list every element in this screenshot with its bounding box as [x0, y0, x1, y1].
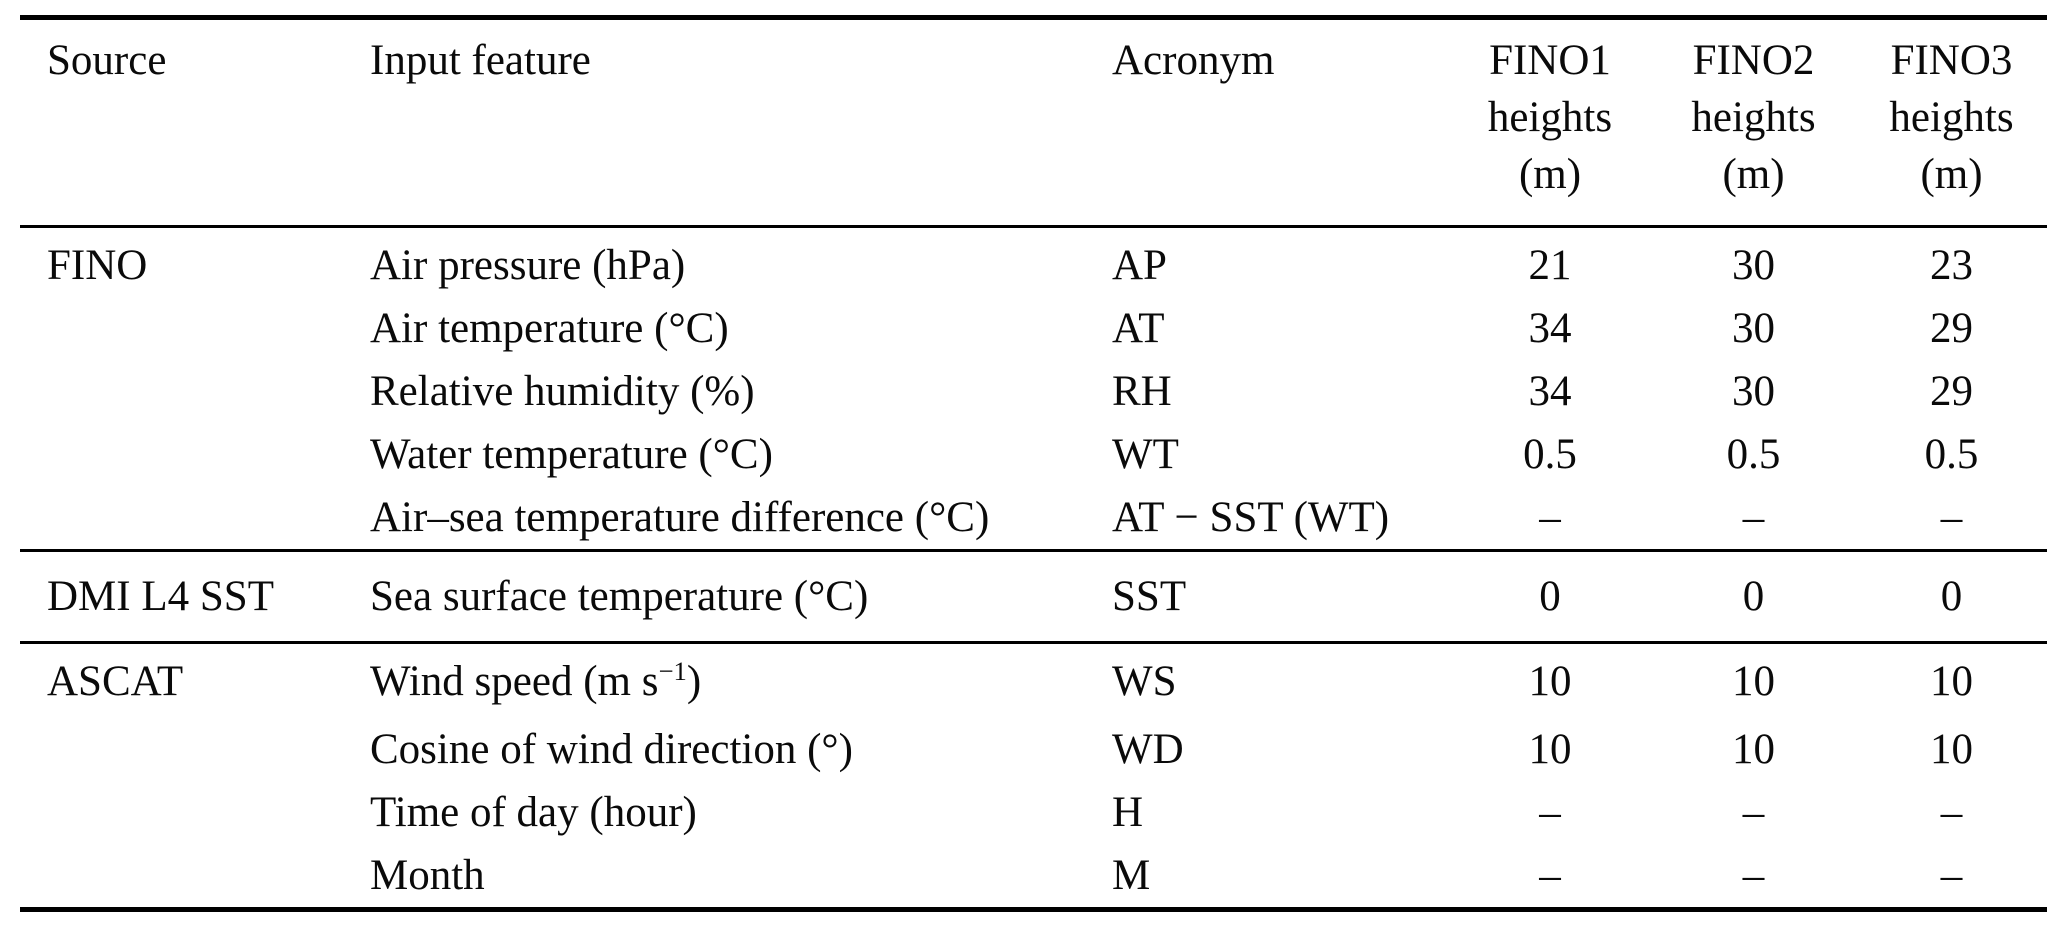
acronym-cell: WD	[1112, 726, 1184, 773]
feature-cell: Cosine of wind direction (°)	[370, 726, 853, 773]
feature-cell: Wind speed (m s−1)	[370, 643, 1112, 719]
table-row: Water temperature (°C) WT 0.5 0.5 0.5	[20, 423, 2047, 486]
feature-cell: Time of day (hour)	[370, 789, 697, 836]
section-dmi-l4-sst: DMI L4 SST Sea surface temperature (°C) …	[20, 550, 2047, 643]
value-cell: 21	[1528, 242, 1572, 289]
table-row: Month M – – –	[20, 844, 2047, 910]
feature-cell: Relative humidity (%)	[370, 368, 755, 415]
acronym-cell: H	[1112, 789, 1144, 836]
value-cell: –	[1539, 494, 1561, 541]
input-features-table: Source Input feature Acronym FINO1 heigh…	[20, 15, 2047, 912]
value-cell: 10	[1930, 658, 1973, 705]
col-header-line: FINO1	[1489, 37, 1611, 84]
value-cell: –	[1940, 789, 1963, 836]
table-row: FINO Air pressure (hPa) AP 21 30 23	[20, 227, 2047, 298]
superscript-exponent: −1	[658, 656, 687, 687]
col-header-line: heights	[1487, 94, 1613, 141]
acronym-cell: RH	[1112, 368, 1172, 415]
col-header-line: heights	[1889, 94, 2014, 141]
col-header-line: FINO2	[1692, 37, 1815, 84]
value-cell: 0.5	[1523, 431, 1577, 478]
value-cell: –	[1742, 852, 1765, 899]
table-row: Cosine of wind direction (°) WD 10 10 10	[20, 718, 2047, 781]
acronym-cell: AT − SST (WT)	[1112, 494, 1390, 541]
table-row: Air–sea temperature difference (°C) AT −…	[20, 486, 2047, 551]
value-cell: 0.5	[1726, 431, 1781, 478]
table-row: DMI L4 SST Sea surface temperature (°C) …	[20, 551, 2047, 643]
value-cell: 10	[1528, 658, 1572, 705]
table-row: Relative humidity (%) RH 34 30 29	[20, 360, 2047, 423]
section-fino: FINO Air pressure (hPa) AP 21 30 23 Air …	[20, 227, 2047, 551]
value-cell: 34	[1528, 368, 1572, 415]
value-cell: 0	[1742, 573, 1765, 620]
feature-cell: Air pressure (hPa)	[370, 242, 686, 289]
feature-text: Wind speed (m s	[370, 658, 659, 705]
value-cell: 0	[1940, 573, 1963, 620]
feature-cell: Month	[370, 852, 485, 899]
value-cell: 10	[1732, 658, 1775, 705]
value-cell: 30	[1732, 305, 1775, 352]
feature-cell: Water temperature (°C)	[370, 431, 773, 478]
value-cell: –	[1940, 852, 1963, 899]
acronym-cell: WT	[1112, 431, 1179, 478]
col-header-line: FINO3	[1890, 37, 2013, 84]
value-cell: 23	[1930, 242, 1973, 289]
col-header-fino2-heights: FINO2 heights (m)	[1651, 17, 1856, 228]
acronym-cell: AT	[1112, 305, 1165, 352]
acronym-cell: SST	[1112, 573, 1187, 620]
value-cell: 30	[1732, 242, 1775, 289]
col-header-source: Source	[20, 17, 370, 228]
feature-cell: Air temperature (°C)	[370, 305, 729, 352]
source-cell: ASCAT	[47, 658, 184, 705]
col-header-fino3-heights: FINO3 heights (m)	[1856, 17, 2047, 228]
col-header-line: heights	[1691, 94, 1816, 141]
section-ascat: ASCAT Wind speed (m s−1) WS 10 10 10 Cos…	[20, 642, 2047, 910]
acronym-cell: AP	[1112, 242, 1167, 289]
value-cell: –	[1742, 789, 1765, 836]
feature-text: )	[686, 658, 702, 705]
value-cell: 10	[1930, 726, 1973, 773]
feature-cell: Air–sea temperature difference (°C)	[370, 494, 990, 541]
feature-cell: Sea surface temperature (°C)	[370, 573, 869, 620]
col-header-line: (m)	[1518, 151, 1582, 198]
value-cell: 34	[1528, 305, 1572, 352]
value-cell: 10	[1732, 726, 1775, 773]
col-header-acronym: Acronym	[1112, 17, 1449, 228]
acronym-cell: WS	[1112, 658, 1177, 705]
value-cell: –	[1539, 789, 1561, 836]
acronym-cell: M	[1112, 852, 1151, 899]
table-header: Source Input feature Acronym FINO1 heigh…	[20, 17, 2047, 228]
table-row: ASCAT Wind speed (m s−1) WS 10 10 10	[20, 643, 2047, 719]
col-header-input-feature: Input feature	[370, 17, 1112, 228]
table-row: Air temperature (°C) AT 34 30 29	[20, 297, 2047, 360]
value-cell: –	[1940, 494, 1963, 541]
value-cell: –	[1539, 852, 1561, 899]
col-header-fino1-heights: FINO1 heights (m)	[1449, 17, 1651, 228]
table-row: Time of day (hour) H – – –	[20, 781, 2047, 844]
value-cell: 10	[1528, 726, 1572, 773]
value-cell: 30	[1732, 368, 1775, 415]
col-header-line: (m)	[1722, 151, 1785, 198]
header-row: Source Input feature Acronym FINO1 heigh…	[20, 17, 2047, 228]
value-cell: –	[1742, 494, 1765, 541]
source-cell: DMI L4 SST	[47, 573, 274, 620]
value-cell: 29	[1930, 305, 1973, 352]
value-cell: 0.5	[1924, 431, 1979, 478]
value-cell: 0	[1539, 573, 1561, 620]
col-header-line: (m)	[1920, 151, 1983, 198]
source-cell: FINO	[47, 242, 148, 289]
value-cell: 29	[1930, 368, 1973, 415]
